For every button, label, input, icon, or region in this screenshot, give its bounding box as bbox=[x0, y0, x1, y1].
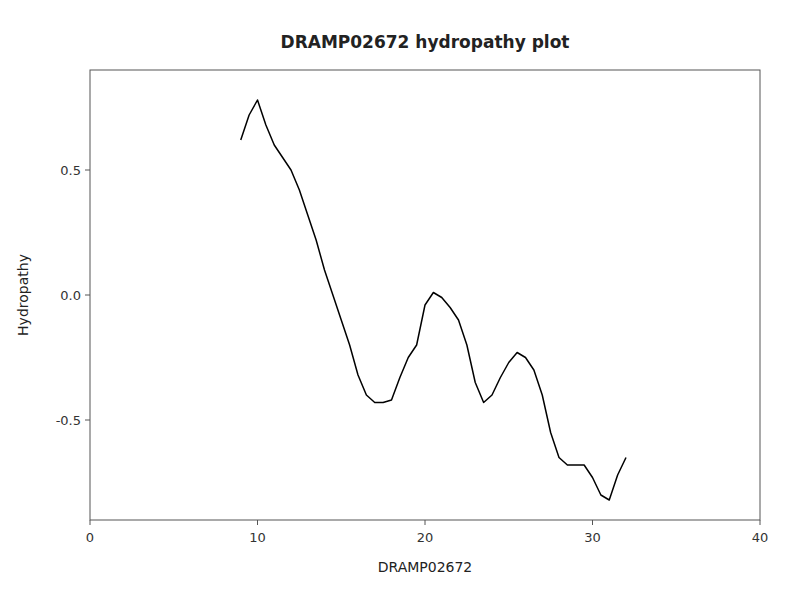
y-tick-label: 0.0 bbox=[60, 288, 81, 303]
y-tick bbox=[85, 170, 90, 171]
x-tick bbox=[425, 520, 426, 525]
y-tick-label: 0.5 bbox=[60, 163, 81, 178]
x-tick-label: 30 bbox=[584, 530, 601, 545]
plot-frame bbox=[90, 70, 760, 520]
y-tick-label: -0.5 bbox=[56, 413, 81, 428]
y-tick bbox=[85, 295, 90, 296]
x-tick-label: 20 bbox=[417, 530, 434, 545]
axes: 0 10 20 30 40 -0.5 0.0 0.5 bbox=[56, 70, 769, 545]
x-tick bbox=[90, 520, 91, 525]
data-group bbox=[241, 100, 626, 500]
x-tick-label: 0 bbox=[86, 530, 94, 545]
y-tick bbox=[85, 420, 90, 421]
x-tick-label: 10 bbox=[249, 530, 266, 545]
x-tick bbox=[592, 520, 593, 525]
x-axis-label: DRAMP02672 bbox=[378, 559, 473, 575]
data-line bbox=[241, 100, 626, 500]
page: {"chart_data": {"type": "line", "title":… bbox=[0, 0, 800, 600]
x-tick-label: 40 bbox=[752, 530, 769, 545]
y-axis-label: Hydropathy bbox=[15, 254, 31, 336]
x-tick bbox=[760, 520, 761, 525]
x-tick bbox=[257, 520, 258, 525]
chart: 0 10 20 30 40 -0.5 0.0 0.5 DRAMP02672 hydropathy… bbox=[0, 0, 800, 600]
chart-title: DRAMP02672 hydropathy plot bbox=[281, 32, 570, 52]
